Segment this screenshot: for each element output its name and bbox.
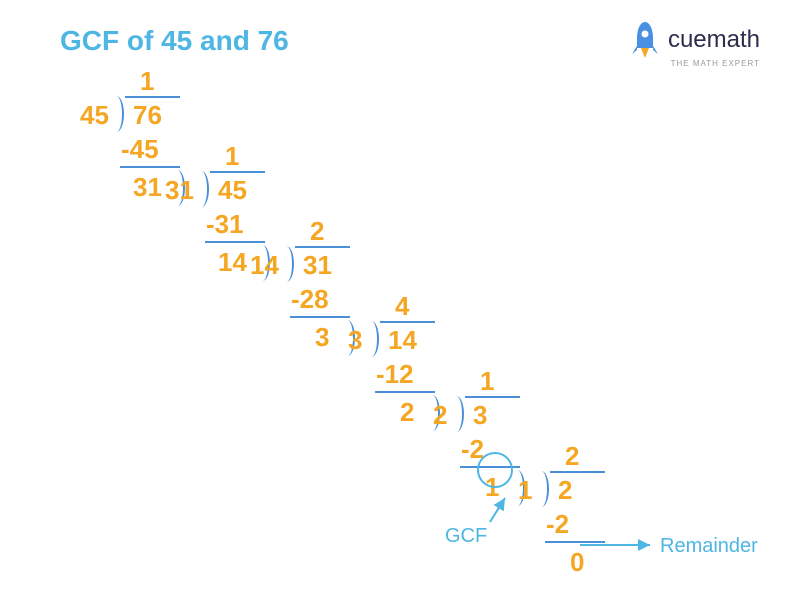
gcf-label: GCF	[445, 525, 487, 548]
remainder-2: 3	[315, 322, 329, 353]
bracket-3	[364, 321, 379, 357]
top-line-2	[295, 246, 350, 248]
bracket-2	[279, 246, 294, 282]
bracket-0	[109, 96, 124, 132]
divisor-1: 31	[165, 175, 194, 206]
quotient-5: 2	[565, 441, 579, 472]
remainder-3: 2	[400, 397, 414, 428]
cuemath-logo: cuemath THE MATH EXPERT	[630, 20, 760, 60]
subtract-1: -31	[206, 209, 244, 240]
remainder-1: 14	[218, 247, 247, 278]
result-line-5	[545, 541, 605, 543]
bracket-4	[449, 396, 464, 432]
top-line-4	[465, 396, 520, 398]
top-line-3	[380, 321, 435, 323]
top-line-5	[550, 471, 605, 473]
result-line-1	[205, 241, 265, 243]
dividend-0: 76	[133, 100, 162, 131]
divisor-5: 1	[518, 475, 532, 506]
dividend-2: 31	[303, 250, 332, 281]
dividend-3: 14	[388, 325, 417, 356]
remainder-label: Remainder	[660, 535, 758, 558]
top-line-1	[210, 171, 265, 173]
result-line-0	[120, 166, 180, 168]
bracket-5	[534, 471, 549, 507]
logo-subtitle: THE MATH EXPERT	[671, 59, 760, 68]
dividend-4: 3	[473, 400, 487, 431]
logo-text: cuemath	[668, 26, 760, 54]
subtract-3: -12	[376, 359, 414, 390]
quotient-3: 4	[395, 291, 409, 322]
rocket-icon	[630, 20, 660, 60]
subtract-2: -28	[291, 284, 329, 315]
gcf-circle	[477, 452, 513, 488]
remainder-0: 31	[133, 172, 162, 203]
divisor-3: 3	[348, 325, 362, 356]
top-line-0	[125, 96, 180, 98]
quotient-4: 1	[480, 366, 494, 397]
dividend-1: 45	[218, 175, 247, 206]
page-title: GCF of 45 and 76	[60, 25, 289, 57]
divisor-0: 45	[80, 100, 109, 131]
result-line-2	[290, 316, 350, 318]
subtract-0: -45	[121, 134, 159, 165]
result-line-3	[375, 391, 435, 393]
divisor-2: 14	[250, 250, 279, 281]
bracket-1	[194, 171, 209, 207]
quotient-1: 1	[225, 141, 239, 172]
quotient-0: 1	[140, 66, 154, 97]
divisor-4: 2	[433, 400, 447, 431]
remainder-5: 0	[570, 547, 584, 578]
dividend-5: 2	[558, 475, 572, 506]
subtract-5: -2	[546, 509, 569, 540]
quotient-2: 2	[310, 216, 324, 247]
